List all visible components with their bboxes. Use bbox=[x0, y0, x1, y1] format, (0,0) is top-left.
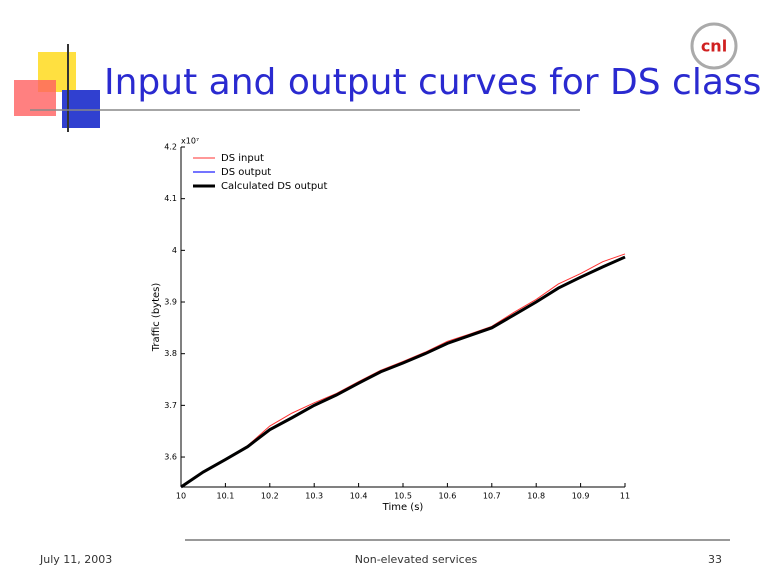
x-tick-label: 10.1 bbox=[216, 492, 234, 501]
page-number: 33 bbox=[708, 553, 722, 566]
x-axis-label: Time (s) bbox=[382, 502, 424, 513]
x-tick-label: 10.8 bbox=[527, 492, 545, 501]
footer-date: July 11, 2003 bbox=[39, 553, 112, 566]
x-tick-label: 11 bbox=[620, 492, 630, 501]
y-axis-label: Traffic (bytes) bbox=[151, 283, 162, 353]
x-tick-label: 10.4 bbox=[350, 492, 368, 501]
y-tick-label: 4.2 bbox=[164, 143, 177, 152]
x-tick-label: 10 bbox=[176, 492, 186, 501]
series-line bbox=[180, 255, 626, 489]
y-tick-label: 3.9 bbox=[164, 298, 177, 307]
legend-label: DS output bbox=[221, 167, 271, 178]
x-tick-label: 10.2 bbox=[261, 492, 279, 501]
footer-text: Non-elevated services bbox=[355, 553, 478, 566]
logo-ring bbox=[690, 22, 738, 70]
x-tick-label: 10.7 bbox=[483, 492, 501, 501]
x-tick-label: 10.6 bbox=[438, 492, 456, 501]
y-tick-label: 3.6 bbox=[164, 453, 177, 462]
chart: Time (s) Traffic (bytes) x10⁷ 3.6 3.7 3.8 3… bbox=[151, 137, 630, 514]
x-tick-label: 10.3 bbox=[305, 492, 323, 501]
series-line bbox=[180, 256, 626, 488]
legend-label: Calculated DS output bbox=[221, 181, 328, 192]
legend-label: DS input bbox=[221, 153, 264, 164]
y-tick-label: 3.8 bbox=[164, 349, 177, 358]
x-tick-label: 10.9 bbox=[572, 492, 590, 501]
y-tick-label: 4 bbox=[172, 246, 177, 255]
slide-title: Input and output curves for DS class bbox=[104, 62, 761, 103]
y-tick-label: 4.1 bbox=[164, 194, 177, 203]
x-tick-label: 10.5 bbox=[394, 492, 412, 501]
logo: cnl bbox=[701, 37, 727, 56]
y-tick-label: 3.7 bbox=[164, 401, 177, 410]
y-scale-text: x10⁷ bbox=[181, 137, 199, 146]
